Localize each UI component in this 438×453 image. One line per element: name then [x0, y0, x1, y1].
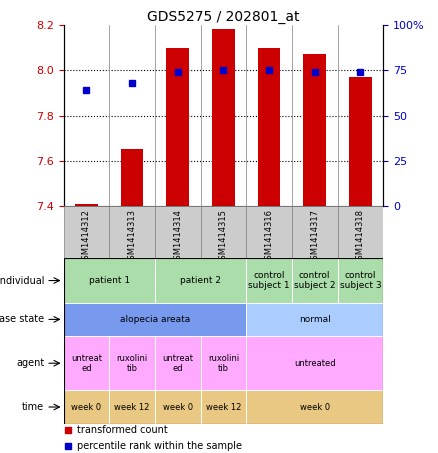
- Text: untreated: untreated: [294, 359, 336, 368]
- Bar: [292, 258, 338, 303]
- Title: GDS5275 / 202801_at: GDS5275 / 202801_at: [147, 10, 300, 24]
- Bar: [246, 206, 292, 258]
- Bar: [64, 206, 109, 258]
- Text: transformed count: transformed count: [77, 425, 168, 435]
- Text: week 0: week 0: [162, 403, 193, 411]
- Text: GSM1414316: GSM1414316: [265, 209, 274, 265]
- Text: untreat
ed: untreat ed: [162, 353, 193, 373]
- Text: GSM1414313: GSM1414313: [127, 209, 137, 265]
- Bar: [246, 258, 292, 303]
- Text: patient 1: patient 1: [88, 276, 130, 285]
- Bar: [303, 54, 326, 206]
- Bar: [155, 336, 201, 390]
- Text: ruxolini
tib: ruxolini tib: [117, 353, 148, 373]
- Text: individual: individual: [0, 275, 44, 285]
- Bar: [338, 258, 383, 303]
- Bar: [246, 303, 383, 336]
- Text: time: time: [22, 402, 44, 412]
- Bar: [246, 336, 383, 390]
- Bar: [109, 206, 155, 258]
- Text: percentile rank within the sample: percentile rank within the sample: [77, 441, 242, 451]
- Bar: [349, 77, 372, 206]
- Bar: [155, 206, 201, 258]
- Bar: [258, 48, 280, 206]
- Text: week 0: week 0: [300, 403, 330, 411]
- Text: GSM1414315: GSM1414315: [219, 209, 228, 265]
- Bar: [246, 390, 383, 424]
- Bar: [64, 336, 109, 390]
- Bar: [155, 390, 201, 424]
- Bar: [155, 258, 246, 303]
- Bar: [109, 390, 155, 424]
- Bar: [201, 390, 246, 424]
- Bar: [120, 149, 143, 206]
- Text: GSM1414312: GSM1414312: [82, 209, 91, 265]
- Text: control
subject 1: control subject 1: [248, 271, 290, 290]
- Text: ruxolini
tib: ruxolini tib: [208, 353, 239, 373]
- Text: week 12: week 12: [206, 403, 241, 411]
- Bar: [166, 48, 189, 206]
- Text: GSM1414318: GSM1414318: [356, 209, 365, 265]
- Bar: [212, 29, 235, 206]
- Bar: [75, 204, 98, 206]
- Bar: [201, 206, 246, 258]
- Text: patient 2: patient 2: [180, 276, 221, 285]
- Bar: [201, 336, 246, 390]
- Bar: [338, 206, 383, 258]
- Text: week 0: week 0: [71, 403, 102, 411]
- Text: control
subject 3: control subject 3: [339, 271, 381, 290]
- Bar: [109, 336, 155, 390]
- Text: control
subject 2: control subject 2: [294, 271, 336, 290]
- Bar: [64, 303, 246, 336]
- Text: agent: agent: [16, 358, 44, 368]
- Text: week 12: week 12: [114, 403, 150, 411]
- Text: disease state: disease state: [0, 314, 44, 324]
- Text: normal: normal: [299, 315, 331, 324]
- Text: untreat
ed: untreat ed: [71, 353, 102, 373]
- Bar: [292, 206, 338, 258]
- Text: GSM1414317: GSM1414317: [310, 209, 319, 265]
- Text: GSM1414314: GSM1414314: [173, 209, 182, 265]
- Bar: [64, 390, 109, 424]
- Text: alopecia areata: alopecia areata: [120, 315, 190, 324]
- Bar: [64, 258, 155, 303]
